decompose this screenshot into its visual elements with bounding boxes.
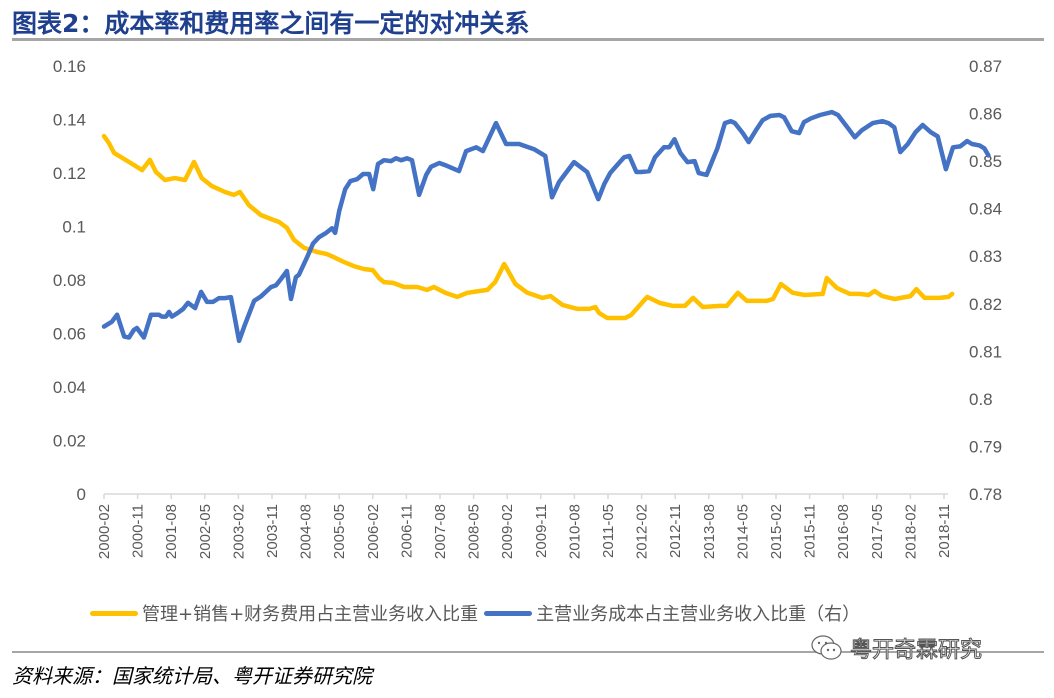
x-tick-label: 2018-11 [936,504,953,558]
x-tick-label: 2000-11 [130,504,147,558]
x-tick-label: 2008-05 [466,504,483,559]
x-tick-label: 2012-02 [634,504,651,559]
x-tick-label: 2000-02 [96,504,113,559]
left-y-tick-label: 0.06 [53,325,86,344]
right-y-tick-label: 0.86 [969,105,1002,124]
legend: 管理+销售+财务费用占主营业务收入比重 主营业务成本占主营业务收入比重（右） [90,600,866,626]
right-y-tick-label: 0.78 [969,485,1002,504]
x-tick-label: 2014-05 [734,504,751,559]
title-divider [12,38,1044,41]
x-tick-label: 2007-08 [432,504,449,559]
x-tick-label: 2009-11 [533,504,550,558]
x-tick-label: 2015-11 [802,504,819,558]
legend-item-cost-ratio: 主营业务成本占主营业务收入比重（右） [484,600,860,626]
left-y-tick-label: 0.04 [53,378,86,397]
legend-swatch-cost-ratio [484,610,533,616]
series-line-cost-ratio [101,109,991,344]
left-y-tick-label: 0.02 [53,432,86,451]
x-tick-label: 2006-11 [398,504,415,558]
x-tick-label: 2006-02 [365,504,382,559]
wechat-icon [811,635,842,660]
x-tick-label: 2016-08 [835,504,852,559]
x-tick-label: 2017-05 [869,504,886,559]
right-y-tick-label: 0.84 [969,200,1002,219]
x-tick-label: 2011-05 [600,504,617,558]
x-tick-label: 2003-02 [230,504,247,559]
legend-label-cost-ratio: 主营业务成本占主营业务收入比重（右） [536,604,861,625]
x-tick-label: 2009-02 [499,504,516,559]
line-chart: 0.160.140.120.10.080.060.040.020 0.870.8… [53,57,1002,559]
left-y-tick-label: 0.12 [53,164,86,183]
source-note: 资料来源：国家统计局、粤开证券研究院 [12,664,372,688]
x-tick-label: 2015-02 [768,504,785,559]
series-line-expense-ratio [101,133,955,321]
left-y-tick-label: 0.16 [53,57,86,76]
right-y-tick-label: 0.87 [969,57,1002,76]
legend-label-expense-ratio: 管理+销售+财务费用占主营业务收入比重 [142,604,479,625]
x-tick-label: 2012-11 [667,504,684,558]
watermark: 粤开奇霖研究 [810,632,983,664]
right-y-tick-label: 0.82 [969,295,1002,314]
right-y-tick-label: 0.85 [969,152,1002,171]
x-tick-label: 2003-11 [264,504,281,558]
chart-title: 图表2：成本率和费用率之间有一定的对冲关系 [12,9,530,38]
series-group [101,109,991,344]
right-y-tick-label: 0.79 [969,437,1002,456]
right-y-tick-label: 0.83 [969,247,1002,266]
left-y-tick-label: 0.14 [53,111,86,130]
x-tick-label: 2018-02 [902,504,919,559]
right-y-tick-label: 0.8 [969,390,993,409]
x-tick-label: 2013-08 [701,504,718,559]
right-y-axis: 0.87 0.86 0.85 0.84 0.83 0.82 0.81 0.8 0.79 0.78 [969,57,1002,504]
x-tick-label: 2004-08 [298,504,315,559]
left-y-tick-label: 0.1 [62,218,86,237]
right-y-tick-label: 0.81 [969,342,1002,361]
left-y-axis: 0.16 0.14 0.12 0.1 0.08 0.06 0.04 0.02 0 [53,57,86,504]
watermark-text: 粤开奇霖研究 [849,638,983,664]
x-axis: 2000-02 2000-11 2001-08 2002-05 2003-02 2003-… [96,494,953,559]
legend-item-expense-ratio: 管理+销售+财务费用占主营业务收入比重 [90,600,478,626]
x-tick-label: 2002-05 [197,504,214,559]
x-tick-label: 2010-08 [566,504,583,559]
left-y-tick-label: 0.08 [53,271,86,290]
x-tick-label: 2001-08 [163,504,180,559]
x-tick-label: 2005-05 [331,504,348,559]
legend-swatch-expense-ratio [90,610,138,616]
left-y-tick-label: 0 [77,485,86,504]
footer-divider [12,651,1044,653]
